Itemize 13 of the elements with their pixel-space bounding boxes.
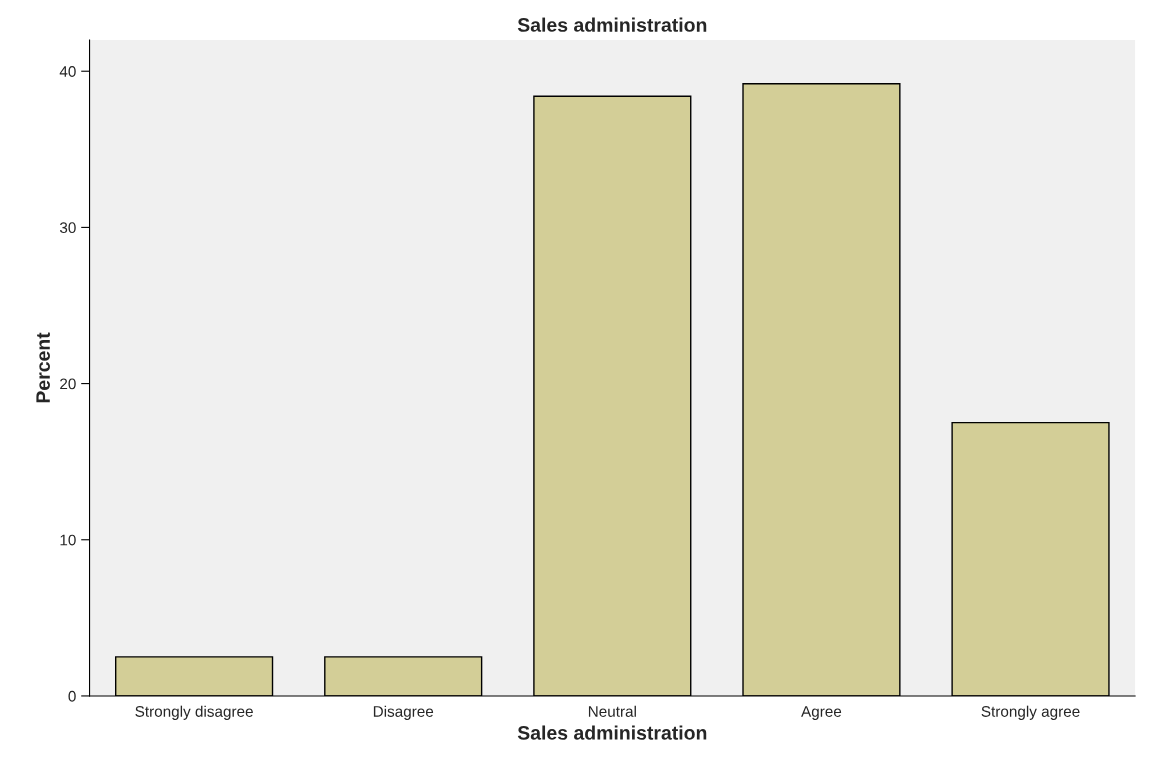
- x-tick-label: Neutral: [588, 705, 636, 717]
- y-axis-title: Percent: [36, 332, 50, 403]
- chart-title: Sales administration: [517, 17, 707, 32]
- x-axis-title: Sales administration: [517, 725, 707, 740]
- y-tick-label: 0: [68, 690, 76, 702]
- y-tick-label: 30: [59, 222, 76, 234]
- x-tick-label: Strongly agree: [981, 705, 1080, 720]
- x-tick-label: Disagree: [373, 705, 434, 720]
- y-tick-label: 20: [60, 378, 76, 390]
- y-tick-label: 40: [59, 66, 76, 77]
- x-tick-label: Strongly disagree: [135, 705, 253, 720]
- x-tick-label: Agree: [801, 706, 842, 720]
- y-tick-label: 10: [60, 534, 76, 546]
